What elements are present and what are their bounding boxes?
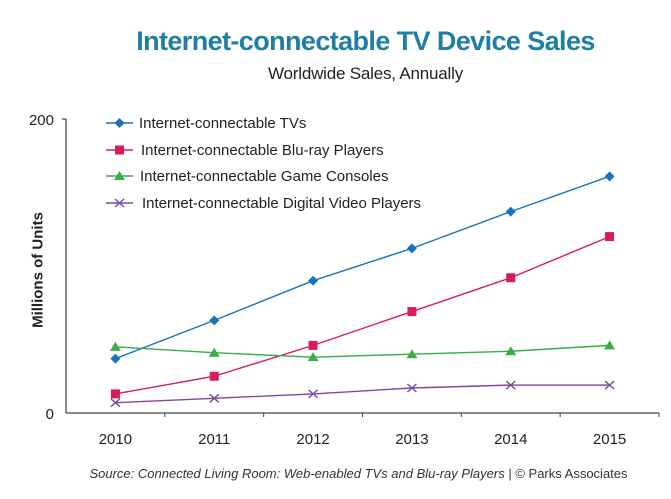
legend-label: Internet-connectable Blu-ray Players bbox=[141, 142, 384, 159]
legend-item: Internet-connectable Game Consoles bbox=[106, 168, 388, 185]
data-point bbox=[505, 206, 516, 217]
series-line bbox=[115, 175, 610, 360]
data-point bbox=[505, 380, 516, 390]
data-point bbox=[604, 380, 615, 390]
source-note: Source: Connected Living Room: Web-enabl… bbox=[0, 466, 671, 481]
data-point bbox=[209, 393, 220, 403]
legend-label: Internet-connectable Game Consoles bbox=[140, 168, 388, 185]
legend-item: Internet-connectable Blu-ray Players bbox=[106, 142, 384, 159]
legend-marker bbox=[115, 145, 124, 155]
data-point bbox=[604, 171, 615, 182]
x-tick-label: 2013 bbox=[395, 431, 428, 448]
data-point bbox=[110, 398, 121, 408]
series-0 bbox=[110, 171, 615, 364]
data-point bbox=[208, 347, 220, 357]
legend-item: Internet-connectable Digital Video Playe… bbox=[106, 195, 421, 212]
legend-item: Internet-connectable TVs bbox=[106, 115, 306, 132]
data-point bbox=[308, 275, 319, 286]
series-line bbox=[115, 235, 610, 395]
legend-marker bbox=[114, 118, 125, 128]
chart-title: Internet-connectable TV Device Sales bbox=[136, 26, 595, 56]
data-point bbox=[506, 273, 516, 283]
data-point bbox=[505, 346, 517, 356]
data-point bbox=[605, 232, 615, 242]
data-point bbox=[109, 341, 121, 351]
y-tick-label: 0 bbox=[46, 406, 54, 423]
legend-marker bbox=[114, 198, 125, 208]
x-tick-label: 2012 bbox=[296, 431, 329, 448]
legend-label: Internet-connectable Digital Video Playe… bbox=[142, 195, 421, 212]
axes: 0 200 2010 2011 2012 2013 2014 2015 bbox=[29, 112, 660, 448]
series-2 bbox=[109, 340, 616, 362]
data-point bbox=[307, 352, 319, 362]
legend-label: Internet-connectable TVs bbox=[139, 115, 306, 132]
data-point bbox=[110, 353, 121, 364]
data-point bbox=[308, 340, 318, 350]
data-point bbox=[604, 340, 616, 350]
x-tick-label: 2014 bbox=[494, 431, 527, 448]
chart-subtitle: Worldwide Sales, Annually bbox=[267, 64, 464, 83]
x-tick-label: 2011 bbox=[198, 431, 230, 448]
series-line bbox=[115, 384, 610, 404]
x-tick-label: 2015 bbox=[593, 431, 626, 448]
series-1 bbox=[110, 232, 615, 399]
legend-marker bbox=[114, 171, 125, 180]
legend: Internet-connectable TVs Internet-connect… bbox=[106, 115, 421, 212]
x-tick-label: 2010 bbox=[99, 431, 132, 448]
series-line bbox=[115, 344, 610, 358]
y-tick-label: 200 bbox=[29, 112, 54, 129]
source-citation: Source: Connected Living Room: Web-enabl… bbox=[89, 466, 505, 481]
data-point bbox=[308, 389, 319, 399]
data-point bbox=[406, 243, 417, 254]
data-point bbox=[406, 349, 418, 359]
data-point bbox=[110, 389, 120, 399]
data-point bbox=[209, 371, 219, 381]
copyright: | © Parks Associates bbox=[504, 466, 628, 481]
data-point bbox=[209, 315, 220, 326]
series-lines bbox=[109, 171, 616, 408]
series-3 bbox=[110, 380, 615, 408]
data-point bbox=[406, 383, 417, 393]
data-point bbox=[407, 307, 417, 317]
